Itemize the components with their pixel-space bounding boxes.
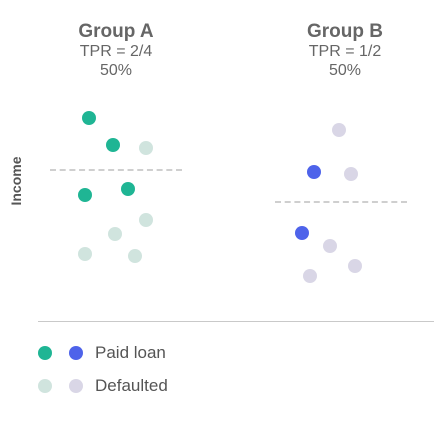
- group-a-defaulted-point: [78, 247, 92, 261]
- group-a-paid-point: [121, 182, 135, 196]
- group-b-defaulted-point: [323, 239, 337, 253]
- group-a-defaulted-point: [128, 249, 142, 263]
- legend-defaulted-group-b-dot: [69, 379, 83, 393]
- group-a-defaulted-point: [139, 213, 153, 227]
- group-b-defaulted-point: [303, 269, 317, 283]
- group-a-defaulted-point: [108, 227, 122, 241]
- group-a-header: Group A TPR = 2/4 50%: [31, 21, 201, 81]
- group-b-header: Group B TPR = 1/2 50%: [260, 21, 430, 81]
- group-b-paid-point: [307, 165, 321, 179]
- group-a-title: Group A: [78, 21, 154, 42]
- legend-paid-group-a-dot: [38, 346, 52, 360]
- group-b-tpr: TPR = 1/2: [308, 43, 382, 61]
- group-b-threshold-line: [275, 201, 407, 203]
- group-b-rate: 50%: [328, 62, 362, 80]
- legend-defaulted-label: Defaulted: [95, 376, 168, 395]
- group-a-threshold-line: [50, 169, 182, 171]
- group-b-defaulted-point: [332, 123, 346, 137]
- group-b-defaulted-point: [344, 167, 358, 181]
- legend-divider: [38, 321, 434, 322]
- legend-paid-group-b-dot: [69, 346, 83, 360]
- group-a-defaulted-point: [139, 141, 153, 155]
- group-a-rate: 50%: [99, 62, 133, 80]
- group-b-title: Group B: [307, 21, 383, 42]
- group-a-paid-point: [106, 138, 120, 152]
- group-b-paid-point: [295, 226, 309, 240]
- group-b-defaulted-point: [348, 259, 362, 273]
- group-a-tpr: TPR = 2/4: [79, 43, 153, 61]
- group-a-paid-point: [82, 111, 96, 125]
- legend-defaulted-group-a-dot: [38, 379, 52, 393]
- group-a-paid-point: [78, 188, 92, 202]
- legend-paid-label: Paid loan: [95, 343, 166, 362]
- income-axis-label: Income: [8, 156, 24, 206]
